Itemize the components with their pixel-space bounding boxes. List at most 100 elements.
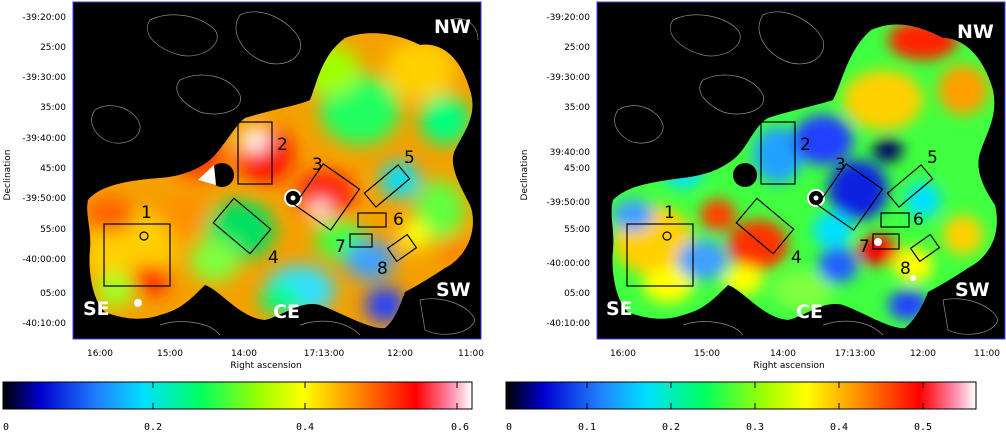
svg-text:12:00: 12:00: [910, 349, 936, 359]
region-box-8: [909, 233, 941, 263]
svg-text:45:00: 45:00: [40, 164, 66, 174]
colorbar: [505, 381, 977, 410]
ra-tick-labels: 16:00 15:00 14:00 17:13:00 12:00 11:00: [87, 349, 484, 359]
svg-text:17:13:00: 17:13:00: [835, 349, 876, 359]
region-box-8: [386, 233, 418, 263]
colorbar: [2, 381, 473, 410]
region-label-8: 8: [377, 259, 388, 279]
region-label-5: 5: [404, 148, 415, 168]
dec-tick-labels: -39:20:00 25:00 -39:30:00 35:00 -39:40:0…: [22, 13, 66, 329]
region-box-5: [886, 164, 934, 208]
svg-text:16:00: 16:00: [610, 349, 636, 359]
colorbar-label: 0.4: [830, 422, 848, 433]
svg-text:55:00: 55:00: [40, 225, 66, 235]
colorbar-label: 0.2: [144, 422, 162, 433]
region-box-7: [349, 233, 373, 248]
region-label-4: 4: [268, 248, 279, 268]
ra-tick-labels: 16:00 15:00 14:00 17:13:00 12:00 11:00: [610, 349, 1000, 359]
svg-text:14:00: 14:00: [770, 349, 796, 359]
region-label-1: 1: [664, 203, 675, 223]
svg-text:-40:10:00: -40:10:00: [546, 319, 590, 329]
colorbar-ticks: [152, 382, 458, 409]
region-label-8: 8: [900, 259, 911, 279]
svg-text:-39:30:00: -39:30:00: [22, 73, 66, 83]
contour-lines: [614, 11, 999, 336]
quadrant-label-sw: SW: [436, 279, 471, 301]
quadrant-label-sw: SW: [955, 279, 990, 301]
x-axis-title: Right ascension: [753, 361, 824, 371]
quadrant-label-ce: CE: [796, 301, 823, 323]
svg-text:15:00: 15:00: [694, 349, 720, 359]
region-box-2: [760, 121, 796, 185]
svg-text:-39:20:00: -39:20:00: [546, 13, 590, 23]
region-label-6: 6: [913, 210, 924, 230]
region-box-3: [816, 163, 884, 231]
colorbar-label: 0.1: [578, 422, 596, 433]
colorbar-label: 0.4: [296, 422, 314, 433]
quadrant-label-se: SE: [606, 298, 633, 320]
svg-text:-39:50:00: -39:50:00: [546, 198, 590, 208]
svg-text:16:00: 16:00: [87, 349, 113, 359]
dec-tick-labels: -39:20:00 25:00 -39:30:00 35:00 39:40:00…: [546, 13, 590, 329]
svg-text:45:00: 45:00: [564, 164, 590, 174]
region-box-5: [363, 164, 411, 208]
svg-text:11:00: 11:00: [458, 349, 484, 359]
region-label-4: 4: [791, 248, 802, 268]
svg-text:-39:20:00: -39:20:00: [22, 13, 66, 23]
svg-text:05:00: 05:00: [40, 289, 66, 299]
x-axis-title: Right ascension: [230, 361, 301, 371]
svg-text:14:00: 14:00: [231, 349, 257, 359]
y-axis-title: Declination: [3, 150, 13, 201]
region-box-1: [103, 223, 171, 287]
svg-text:-39:30:00: -39:30:00: [546, 73, 590, 83]
svg-text:25:00: 25:00: [564, 43, 590, 53]
left-map-svg: 1 2 3 4 5 6 7 8 NW SE CE SW -39:20:00 25…: [2, 1, 484, 433]
svg-text:17:13:00: 17:13:00: [304, 349, 345, 359]
region-box-1: [626, 223, 694, 287]
colorbar-ticks: [586, 382, 924, 409]
svg-text:35:00: 35:00: [564, 103, 590, 113]
region-label-2: 2: [800, 135, 811, 155]
colorbar-label: 0.6: [451, 422, 469, 433]
y-axis-title: Declination: [520, 150, 530, 201]
region-box-4: [735, 197, 795, 255]
right-map-svg: 1 2 3 4 5 6 7 8 NW SE CE SW -39:20:00 25…: [505, 1, 1006, 433]
svg-text:-40:00:00: -40:00:00: [546, 259, 590, 269]
svg-text:-39:50:00: -39:50:00: [22, 194, 66, 204]
region-boxes: [103, 121, 418, 287]
region-label-2: 2: [277, 135, 288, 155]
bright-edge: [198, 165, 216, 185]
svg-text:55:00: 55:00: [564, 225, 590, 235]
quadrant-label-ce: CE: [273, 301, 300, 323]
region-box-6: [880, 212, 910, 228]
region-label-3: 3: [312, 155, 323, 175]
svg-text:35:00: 35:00: [40, 103, 66, 113]
svg-text:-39:40:00: -39:40:00: [22, 134, 66, 144]
region-label-3: 3: [835, 155, 846, 175]
svg-text:12:00: 12:00: [387, 349, 413, 359]
colorbar-label: 0: [3, 422, 9, 433]
region-label-6: 6: [393, 210, 404, 230]
masked-source: [210, 163, 234, 187]
svg-text:-40:10:00: -40:10:00: [22, 319, 66, 329]
region-box-4: [212, 197, 272, 255]
quadrant-label-nw: NW: [957, 21, 994, 43]
region-label-7: 7: [859, 237, 870, 257]
colorbar-label: 0.5: [914, 422, 932, 433]
region-label-1: 1: [141, 203, 152, 223]
region-box-7: [872, 233, 900, 250]
quadrant-label-se: SE: [83, 298, 110, 320]
svg-text:39:40:00: 39:40:00: [550, 148, 591, 158]
colorbar-label: 0.3: [746, 422, 764, 433]
colorbar-label: 0.2: [662, 422, 680, 433]
svg-text:25:00: 25:00: [40, 43, 66, 53]
left-map-panel: 1 2 3 4 5 6 7 8 NW SE CE SW -39:20:00 25…: [0, 0, 503, 433]
region-label-5: 5: [927, 148, 938, 168]
svg-text:15:00: 15:00: [157, 349, 183, 359]
quadrant-label-nw: NW: [434, 16, 471, 38]
region-label-7: 7: [335, 237, 346, 257]
region-boxes: [626, 121, 941, 287]
region-box-3: [293, 163, 361, 231]
colorbar-label: 0: [506, 422, 512, 433]
svg-text:-40:00:00: -40:00:00: [22, 255, 66, 265]
